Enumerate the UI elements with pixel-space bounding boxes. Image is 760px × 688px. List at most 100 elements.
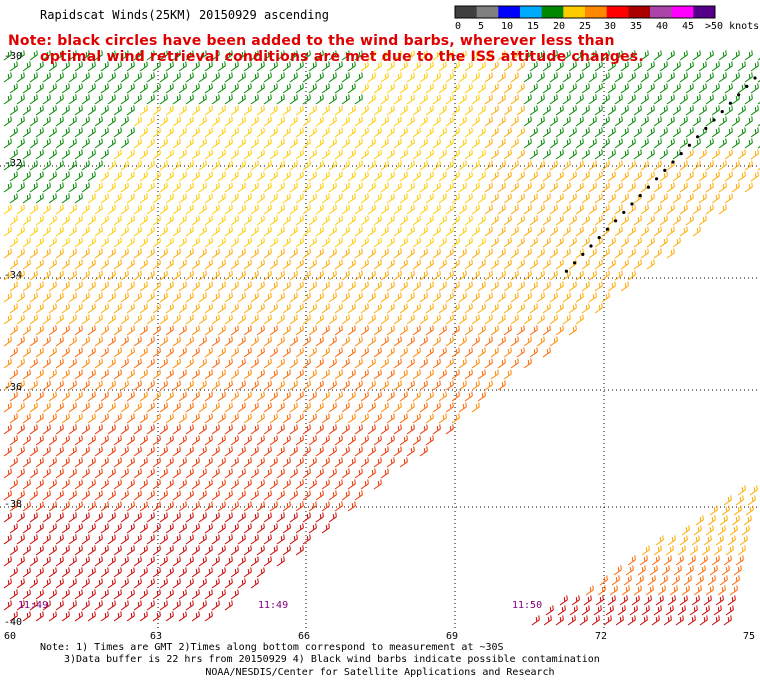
- wind-barb: [16, 50, 25, 61]
- scale-swatch: [541, 6, 564, 18]
- wind-barb: [133, 72, 142, 83]
- wind-barb: [516, 83, 525, 94]
- wind-barb: [178, 83, 187, 94]
- wind-barb: [685, 61, 694, 72]
- wind-barb: [666, 72, 675, 83]
- wind-barb: [438, 61, 447, 72]
- scale-label-45: 45: [682, 21, 695, 32]
- wind-barb: [165, 83, 174, 94]
- wind-barb: [165, 61, 174, 72]
- lat-label-34: -34: [4, 270, 23, 281]
- wind-barb: [484, 50, 493, 61]
- wind-barb: [29, 50, 38, 61]
- contamination-dot: [671, 160, 675, 164]
- contamination-dot: [573, 261, 577, 265]
- wind-barb: [230, 61, 239, 72]
- wind-barb: [627, 72, 636, 83]
- wind-barb: [581, 61, 590, 72]
- wind-barb: [178, 61, 187, 72]
- lon-label-69: 69: [446, 631, 459, 642]
- wind-barb: [640, 72, 649, 83]
- wind-barb: [217, 83, 226, 94]
- wind-barb: [360, 61, 369, 72]
- wind-barb: [581, 83, 590, 94]
- wind-barb: [386, 83, 395, 94]
- wind-barb: [646, 61, 655, 72]
- wind-barb: [61, 83, 70, 94]
- wind-barb: [464, 83, 473, 94]
- wind-barb: [536, 50, 545, 61]
- wind-barb: [607, 83, 616, 94]
- wind-barb: [445, 72, 454, 83]
- scale-label-35: 35: [630, 21, 643, 32]
- contamination-dot: [728, 101, 733, 105]
- wind-barb: [243, 61, 252, 72]
- color-scale-bar: [454, 5, 716, 19]
- wind-barb: [9, 61, 18, 72]
- wind-barb: [393, 72, 402, 83]
- lon-label-60: 60: [4, 631, 17, 642]
- wind-barb: [217, 61, 226, 72]
- wind-barb: [432, 50, 441, 61]
- wind-barb: [679, 50, 688, 61]
- wind-barb: [406, 72, 415, 83]
- wind-barb: [659, 61, 668, 72]
- wind-barb: [445, 50, 454, 61]
- wind-barb: [256, 61, 265, 72]
- wind-barb: [263, 50, 272, 61]
- wind-barb: [614, 72, 623, 83]
- wind-barb: [328, 72, 337, 83]
- wind-barb: [679, 72, 688, 83]
- wind-barb: [87, 83, 96, 94]
- wind-barb: [718, 50, 727, 61]
- wind-barb: [373, 83, 382, 94]
- wind-barb: [367, 72, 376, 83]
- wind-barb: [529, 83, 538, 94]
- scale-label-0: 0: [455, 21, 462, 32]
- wind-barb: [120, 50, 129, 61]
- scale-label-25: 25: [579, 21, 592, 32]
- contamination-dot: [581, 252, 585, 256]
- wind-barb: [705, 50, 714, 61]
- wind-barb: [159, 72, 168, 83]
- wind-barb: [185, 72, 194, 83]
- wind-barb: [425, 83, 434, 94]
- wind-barb: [295, 83, 304, 94]
- contamination-dot: [712, 118, 716, 122]
- wind-barb: [237, 72, 246, 83]
- wind-barb: [276, 72, 285, 83]
- wind-barb: [425, 61, 434, 72]
- wind-barb: [282, 83, 291, 94]
- wind-barb: [224, 72, 233, 83]
- wind-barb: [620, 61, 629, 72]
- wind-barb: [308, 61, 317, 72]
- wind-barb: [289, 72, 298, 83]
- wind-barb: [9, 83, 18, 94]
- wind-barb: [107, 50, 116, 61]
- wind-barb: [347, 83, 356, 94]
- wind-barb: [22, 61, 31, 72]
- contamination-dot: [687, 143, 692, 147]
- wind-barb: [516, 61, 525, 72]
- wind-barb: [113, 61, 122, 72]
- wind-barb: [711, 61, 720, 72]
- wind-barb: [750, 61, 759, 72]
- scale-swatch: [520, 6, 543, 18]
- wind-barb: [29, 72, 38, 83]
- contamination-dot: [646, 185, 651, 189]
- wind-barb: [510, 72, 519, 83]
- wind-barb: [458, 72, 467, 83]
- wind-barb: [341, 72, 350, 83]
- wind-barb: [42, 72, 51, 83]
- wind-barb: [68, 72, 77, 83]
- wind-barb: [510, 50, 519, 61]
- wind-barb: [295, 61, 304, 72]
- wind-barb: [133, 50, 142, 61]
- wind-barb: [438, 83, 447, 94]
- wind-barb: [16, 72, 25, 83]
- wind-barb: [523, 72, 532, 83]
- wind-barb: [497, 72, 506, 83]
- wind-barb: [94, 72, 103, 83]
- wind-barb: [146, 50, 155, 61]
